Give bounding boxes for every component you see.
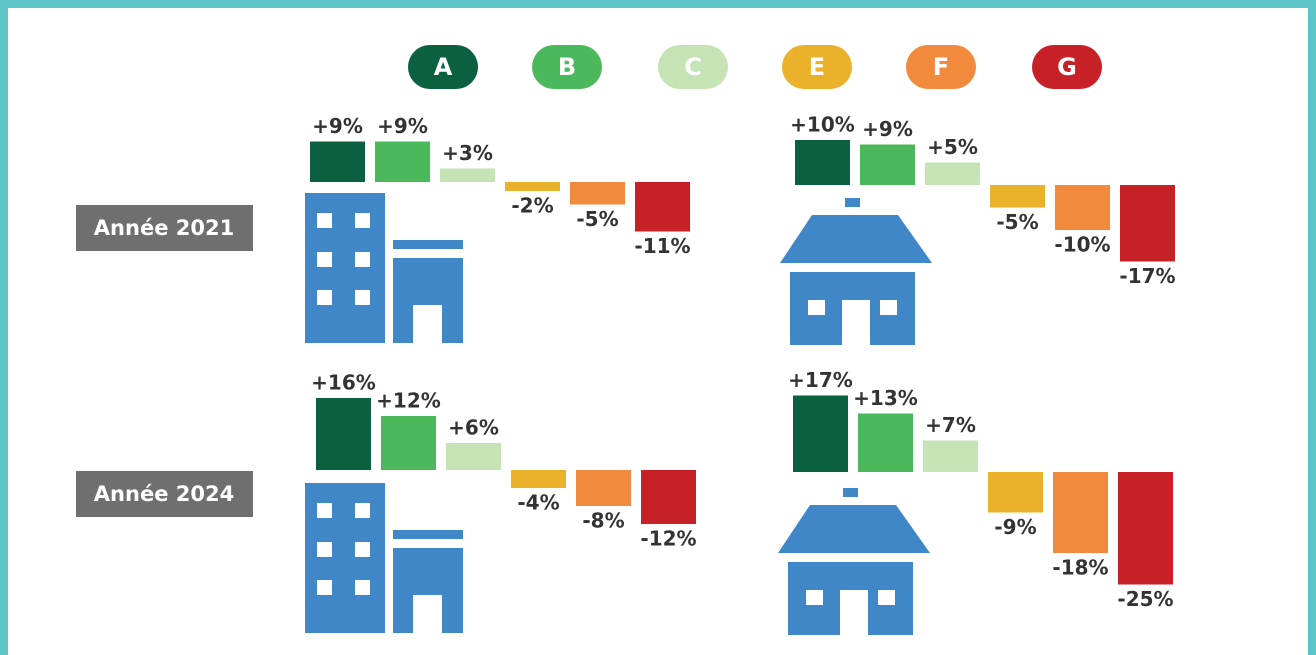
apartment-icon <box>305 193 463 343</box>
value-label: +13% <box>853 386 918 410</box>
value-label: +9% <box>312 114 363 138</box>
value-label: +16% <box>311 371 376 395</box>
value-label: -17% <box>1119 264 1175 288</box>
bar <box>990 185 1045 208</box>
value-label: -5% <box>996 210 1038 234</box>
row-label: Année 2024 <box>94 482 234 506</box>
row-label-box <box>76 205 253 251</box>
house-icon <box>778 488 930 635</box>
value-label: -9% <box>994 515 1036 539</box>
legend-swatch <box>1032 45 1102 89</box>
row-label-box <box>76 471 253 517</box>
bar <box>1118 472 1173 585</box>
legend-swatch <box>782 45 852 89</box>
value-label: -25% <box>1117 587 1173 611</box>
value-label: +3% <box>442 141 493 165</box>
bar <box>440 168 495 182</box>
value-label: -12% <box>640 527 696 551</box>
value-label: +6% <box>448 416 499 440</box>
bar <box>988 472 1043 513</box>
bar <box>511 470 566 488</box>
legend-swatch <box>658 45 728 89</box>
value-label: +7% <box>925 413 976 437</box>
value-label: -11% <box>634 234 690 258</box>
bar <box>793 395 848 472</box>
bar <box>1055 185 1110 230</box>
legend-label: C <box>684 53 702 81</box>
bar <box>446 443 501 470</box>
bar <box>925 162 980 185</box>
bar <box>635 182 690 232</box>
value-label: -5% <box>576 207 618 231</box>
legend-label: A <box>434 53 453 81</box>
bar <box>381 416 436 470</box>
value-label: +12% <box>376 389 441 413</box>
legend-label: G <box>1057 53 1077 81</box>
value-label: -8% <box>582 509 624 533</box>
value-label: +17% <box>788 368 853 392</box>
value-label: -18% <box>1052 556 1108 580</box>
bar <box>1053 472 1108 553</box>
value-label: -10% <box>1054 233 1110 257</box>
legend-swatch <box>408 45 478 89</box>
bar <box>505 182 560 191</box>
bar <box>858 413 913 472</box>
legend-label: B <box>558 53 576 81</box>
legend-swatch <box>532 45 602 89</box>
bar <box>641 470 696 524</box>
bar <box>923 440 978 472</box>
bar <box>570 182 625 205</box>
legend-swatch <box>906 45 976 89</box>
bar <box>316 398 371 470</box>
bar <box>795 140 850 185</box>
house-icon <box>780 198 932 345</box>
bar <box>860 144 915 185</box>
value-label: +5% <box>927 135 978 159</box>
value-label: -2% <box>511 194 553 218</box>
bar <box>375 141 430 182</box>
legend-label: E <box>809 53 825 81</box>
value-label: +9% <box>377 114 428 138</box>
bar <box>576 470 631 506</box>
bar <box>1120 185 1175 262</box>
value-label: +9% <box>862 117 913 141</box>
value-label: -4% <box>517 491 559 515</box>
apartment-icon <box>305 483 463 633</box>
legend-label: F <box>933 53 949 81</box>
bar <box>310 141 365 182</box>
row-label: Année 2021 <box>94 216 234 240</box>
value-label: +10% <box>790 113 855 137</box>
